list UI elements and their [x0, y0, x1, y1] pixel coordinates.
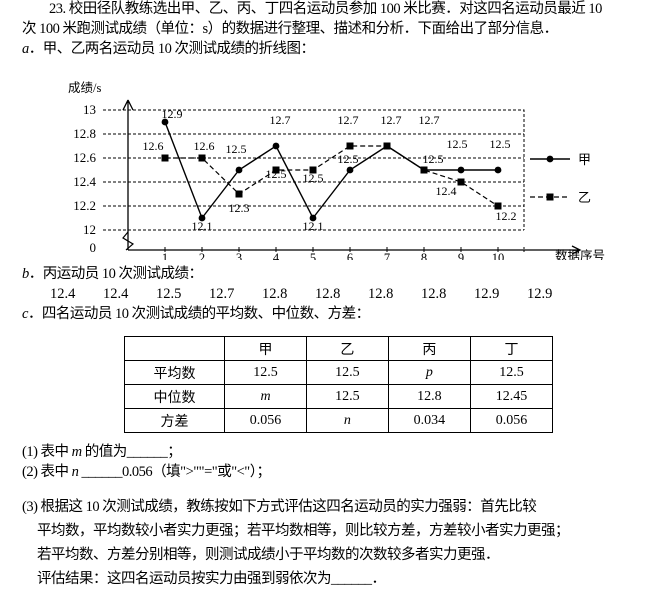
svg-text:12.7: 12.7 [381, 113, 402, 127]
svg-text:12.6: 12.6 [73, 150, 96, 165]
svg-text:12.5: 12.5 [226, 142, 247, 156]
svg-text:2: 2 [199, 251, 205, 260]
svg-text:12.4: 12.4 [436, 184, 457, 198]
svg-text:成绩/s: 成绩/s [68, 81, 101, 95]
svg-text:12.3: 12.3 [229, 201, 250, 215]
svg-text:12.8: 12.8 [73, 126, 96, 141]
svg-text:10: 10 [492, 251, 505, 260]
svg-text:12.5: 12.5 [447, 137, 468, 151]
svg-text:4: 4 [273, 251, 280, 260]
svg-text:3: 3 [236, 251, 242, 260]
svg-text:6: 6 [347, 251, 353, 260]
svg-text:12.2: 12.2 [73, 198, 96, 213]
svg-text:12.7: 12.7 [338, 113, 359, 127]
svg-text:13: 13 [83, 102, 96, 117]
svg-text:12.9: 12.9 [162, 107, 183, 121]
svg-text:9: 9 [458, 251, 464, 260]
svg-text:8: 8 [421, 251, 427, 260]
svg-text:12.2: 12.2 [496, 209, 517, 223]
svg-text:乙: 乙 [578, 190, 591, 205]
svg-text:12.5: 12.5 [490, 137, 511, 151]
svg-text:12.7: 12.7 [270, 113, 291, 127]
svg-text:12.5: 12.5 [303, 171, 324, 185]
svg-text:7: 7 [384, 251, 390, 260]
svg-text:12: 12 [83, 222, 96, 237]
svg-text:0: 0 [90, 240, 97, 255]
svg-text:甲: 甲 [578, 152, 591, 167]
svg-text:12.7: 12.7 [419, 113, 440, 127]
svg-text:12.6: 12.6 [194, 139, 215, 153]
svg-text:12.5: 12.5 [338, 152, 359, 166]
svg-text:12.5: 12.5 [266, 167, 287, 181]
svg-text:12.1: 12.1 [192, 219, 213, 233]
svg-text:12.6: 12.6 [143, 139, 164, 153]
svg-text:数据序号: 数据序号 [555, 248, 605, 260]
svg-text:12.1: 12.1 [303, 219, 324, 233]
svg-text:5: 5 [310, 251, 316, 260]
svg-text:12.4: 12.4 [73, 174, 96, 189]
svg-text:12.5: 12.5 [423, 152, 444, 166]
svg-text:1: 1 [162, 251, 168, 260]
